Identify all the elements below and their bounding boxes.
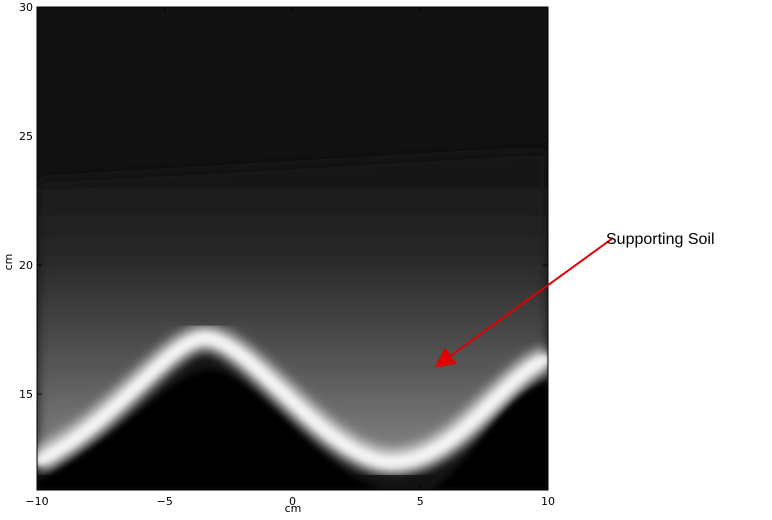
image [37, 7, 548, 490]
y-tick-label: 15 [19, 388, 33, 401]
x-tick-label: 0 [289, 495, 296, 508]
y-tick-label: 30 [19, 1, 33, 14]
y-axis-label: cm [2, 254, 15, 271]
x-tick-label: 5 [417, 495, 424, 508]
x-tick-label: −5 [157, 495, 173, 508]
x-tick-label: −10 [25, 495, 48, 508]
annotation: Supporting Soil [606, 231, 715, 248]
x-tick-label: 10 [541, 495, 555, 508]
x-axis-label: cm [285, 502, 302, 515]
y-tick-label: 20 [19, 259, 33, 272]
annotation-arrow [434, 237, 614, 368]
y-tick-label: 25 [19, 130, 33, 143]
